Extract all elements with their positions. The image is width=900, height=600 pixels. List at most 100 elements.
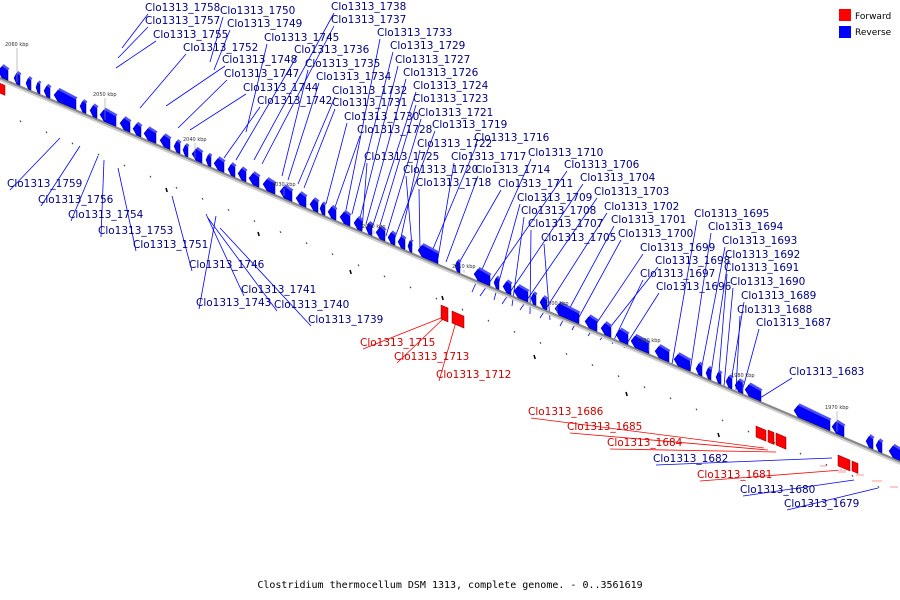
leader-line	[418, 188, 421, 251]
gene-label: Clo1313_1700	[618, 228, 693, 240]
reverse-gene	[493, 277, 500, 291]
gene-label: Clo1313_1755	[153, 29, 228, 41]
reverse-gene-top	[368, 220, 374, 226]
leader-line	[281, 69, 309, 177]
reverse-gene-top	[93, 103, 99, 109]
gene-label: Clo1313_1712	[436, 369, 511, 381]
reverse-legend-swatch	[839, 26, 851, 38]
gene-label: Clo1313_1699	[640, 242, 715, 254]
reverse-gene	[173, 140, 181, 155]
leader-line	[741, 328, 760, 393]
forward-gene	[775, 432, 787, 450]
reverse-gene	[327, 206, 337, 221]
leader-line	[205, 213, 245, 297]
gene-label: Clo1313_1725	[364, 151, 439, 163]
reverse-gene-top	[284, 184, 294, 192]
gene-label: Clo1313_1731	[332, 97, 407, 109]
reverse-gene-top	[196, 146, 204, 154]
gene-label: Clo1313_1732	[332, 85, 407, 97]
gene-label: Clo1313_1682	[653, 453, 728, 465]
reverse-gene	[262, 178, 276, 195]
gene-label: Clo1313_1717	[451, 151, 526, 163]
gene-label: Clo1313_1684	[607, 437, 683, 449]
forward-gene	[451, 310, 465, 329]
leader-line	[429, 143, 478, 257]
gene-label: Clo1313_1690	[730, 276, 805, 288]
gene-label: Clo1313_1701	[611, 214, 686, 226]
leader-line	[365, 78, 407, 225]
reverse-gene	[339, 211, 351, 227]
leader-line	[117, 167, 137, 252]
reverse-gene	[35, 81, 41, 95]
gene-label: Clo1313_1748	[222, 54, 297, 66]
gene-label: Clo1313_1683	[789, 366, 864, 378]
forward-gene	[0, 81, 6, 96]
reverse-gene	[99, 109, 117, 127]
leader-line	[742, 479, 855, 497]
reverse-gene-top	[136, 121, 143, 128]
leader-line	[438, 321, 457, 382]
reverse-gene-top	[124, 116, 132, 123]
reverse-gene	[744, 384, 762, 402]
reverse-gene	[715, 371, 722, 385]
leader-line	[699, 246, 726, 377]
reverse-gene	[473, 268, 491, 287]
reverse-gene	[705, 367, 712, 381]
gene-label: Clo1313_1696	[656, 281, 732, 293]
reverse-gene-top	[104, 107, 118, 117]
gene-label: Clo1313_1723	[413, 93, 488, 105]
gene-label: Clo1313_1744	[243, 82, 319, 94]
reverse-gene-top	[559, 301, 581, 314]
forward-gene	[767, 429, 775, 445]
leader-line	[399, 149, 421, 243]
leader-line	[303, 108, 336, 189]
reverse-gene-top	[148, 126, 158, 134]
reverse-gene-top	[401, 234, 407, 240]
gene-label: Clo1313_1681	[697, 469, 772, 481]
reverse-gene	[353, 217, 363, 232]
gene-label: Clo1313_1719	[432, 119, 507, 131]
leader-line	[345, 38, 381, 211]
gene-label: Clo1313_1680	[740, 484, 815, 496]
strand-legend: Forward Reverse	[839, 9, 892, 38]
reverse-gene	[79, 100, 87, 115]
leader-lines	[9, 12, 879, 511]
leader-line	[297, 96, 336, 185]
reverse-gene-top	[893, 443, 900, 451]
gene-label: Clo1313_1741	[241, 284, 316, 296]
leader-line	[385, 118, 422, 237]
reverse-gene-top	[496, 275, 501, 280]
reverse-gene	[295, 192, 307, 208]
reverse-gene	[539, 296, 548, 311]
leader-line	[219, 227, 312, 327]
reverse-gene	[89, 104, 98, 119]
gene-label: Clo1313_1720	[403, 164, 478, 176]
gene-label: Clo1313_1757	[145, 15, 220, 27]
reverse-gene-top	[543, 295, 549, 301]
reverse-gene-top	[46, 83, 52, 89]
reverse-gene	[375, 226, 386, 242]
leader-line	[351, 51, 394, 215]
reverse-gene	[248, 172, 260, 188]
reverse-gene-top	[208, 152, 213, 157]
leader-line	[207, 217, 278, 312]
genome-caption: Clostridium thermocellum DSM 1313, compl…	[257, 580, 642, 591]
leader-line	[377, 104, 417, 233]
reverse-gene-top	[533, 291, 538, 296]
tick-label: 2000 kbp	[545, 301, 569, 307]
gene-label: Clo1313_1694	[708, 221, 784, 233]
leader-line	[735, 315, 741, 391]
reverse-gene	[319, 202, 326, 216]
reverse-gene-top	[16, 70, 22, 76]
gene-shadow	[890, 486, 898, 488]
leader-line	[253, 12, 335, 161]
gene-label: Clo1313_1708	[521, 205, 596, 217]
tick-label: 1970 kbp	[825, 405, 849, 411]
reverse-gene	[159, 134, 171, 150]
gene-label: Clo1313_1745	[264, 32, 339, 44]
leader-line	[445, 175, 479, 263]
reverse-gene	[615, 329, 629, 346]
leader-line	[729, 301, 745, 389]
gene-label: Clo1313_1679	[784, 498, 859, 510]
gene-label: Clo1313_1695	[694, 208, 769, 220]
